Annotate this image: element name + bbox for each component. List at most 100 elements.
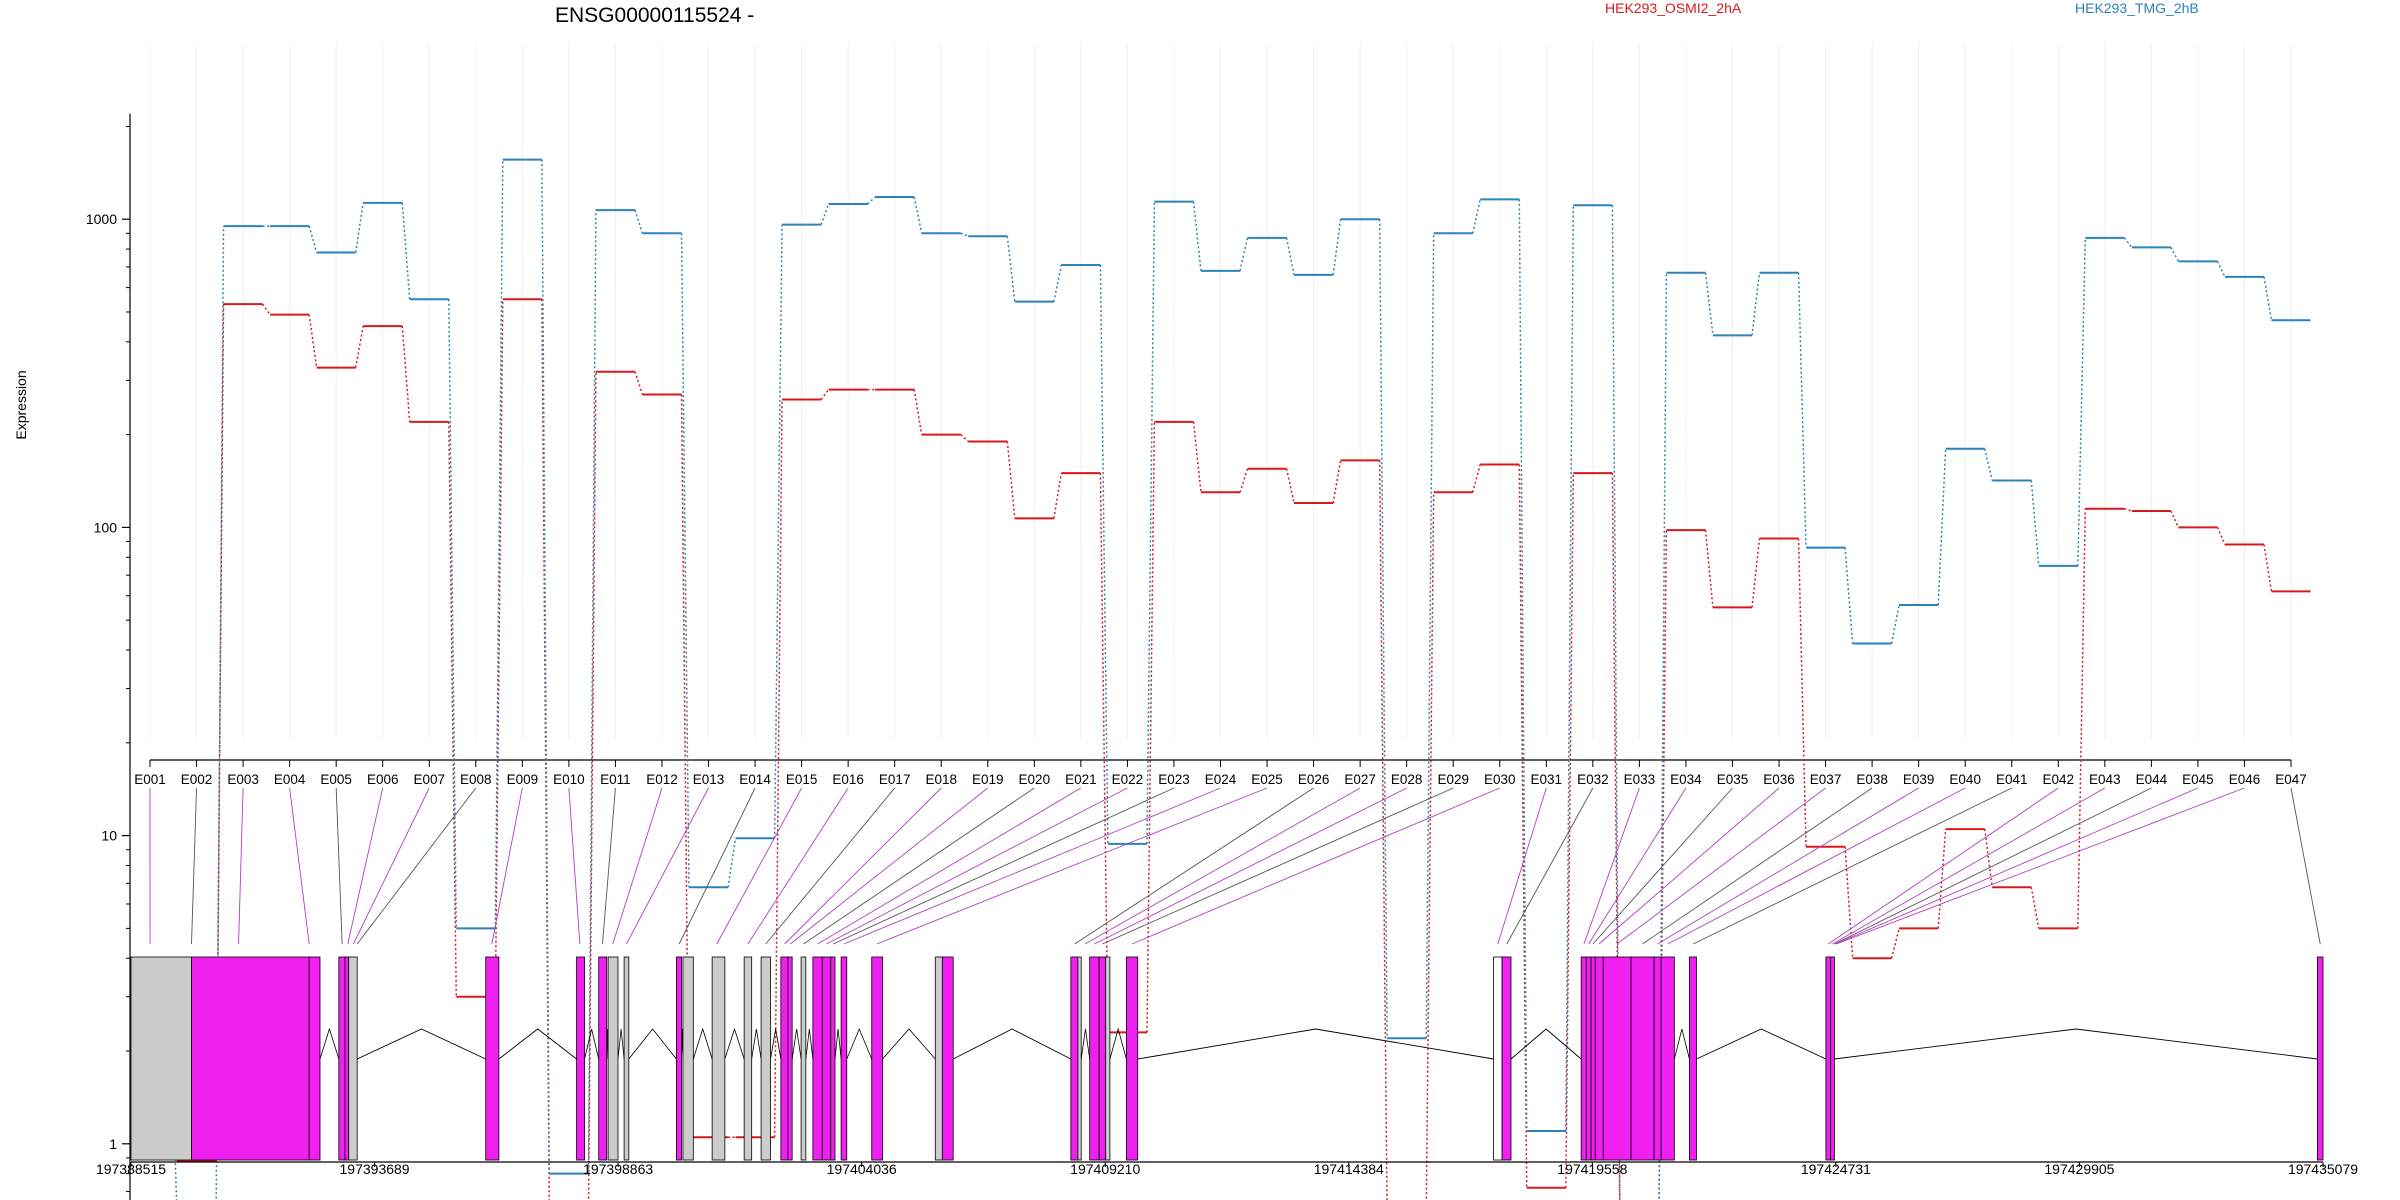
- exon-tick-label: E012: [646, 772, 678, 787]
- expression-connector: [2077, 237, 2087, 566]
- expression-connector: [2170, 247, 2180, 262]
- exon-link-line: [1835, 787, 2199, 945]
- expression-connector: [1146, 201, 1156, 844]
- coordinate-tick-label: 197424731: [1801, 1161, 1871, 1177]
- exon-link-line: [790, 787, 989, 945]
- exon-link-line: [716, 787, 803, 945]
- exon-axis: E001 E002 E003 E004 E005 E006 E007 E008 E009 E010…: [134, 759, 2307, 787]
- exon-tick-label: E008: [460, 772, 492, 787]
- coordinate-tick-label: 197414384: [1314, 1161, 1384, 1177]
- exon-link-line: [1657, 787, 1919, 945]
- exon-tick-label: E021: [1065, 772, 1097, 787]
- exon-tick-label: E031: [1531, 772, 1563, 787]
- exon-tick-label: E039: [1903, 772, 1935, 787]
- expression-connector: [1937, 448, 1947, 606]
- expression-connector: [680, 233, 690, 888]
- exon-link-line: [1832, 787, 2106, 945]
- expression-connector: [1937, 829, 1947, 929]
- intron-line: [1510, 1028, 1582, 1060]
- exon-tick-label: E019: [972, 772, 1004, 787]
- intron-line: [1673, 1028, 1690, 1060]
- expression-connector: [1099, 265, 1109, 844]
- exon-tick-label: E041: [1996, 772, 2028, 787]
- exon-tick-label: E032: [1577, 772, 1609, 787]
- exon-box: [1585, 956, 1592, 1161]
- exon-tick-label: E040: [1949, 772, 1981, 787]
- exon-link-line: [1592, 787, 1733, 945]
- exon-link-line: [1131, 787, 1500, 945]
- expression-connector: [1518, 199, 1528, 1132]
- expression-connector: [2170, 510, 2180, 528]
- exon-link-line: [1583, 787, 1640, 945]
- expression-connector: [1704, 272, 1714, 336]
- exon-box: [682, 956, 694, 1161]
- intron-line: [791, 1028, 802, 1060]
- intron-line: [498, 1028, 577, 1060]
- exon-tick-label: E009: [507, 772, 539, 787]
- exon-tick-label: E044: [2136, 772, 2168, 787]
- exon-tick-label: E020: [1019, 772, 1051, 787]
- exon-link-line: [1642, 787, 1873, 945]
- exon-tick-label: E026: [1298, 772, 1330, 787]
- exon-tick-label: E043: [2089, 772, 2121, 787]
- y-axis-label: Expression: [13, 370, 29, 439]
- expression-connector: [494, 159, 504, 929]
- expression-connector: [1658, 272, 1668, 1200]
- exon-link-line: [1074, 787, 1314, 945]
- exon-box: [130, 956, 192, 1161]
- exon-link-line: [817, 787, 1082, 945]
- exon-link-line: [1094, 787, 1407, 945]
- exon-link-line: [1497, 787, 1547, 945]
- exon-tick-label: E046: [2229, 772, 2261, 787]
- exon-box: [1594, 956, 1604, 1161]
- exon-tick-label: E033: [1624, 772, 1656, 787]
- exon-tick-label: E022: [1112, 772, 1144, 787]
- exon-tick-label: E042: [2043, 772, 2075, 787]
- exon-box: [1105, 956, 1111, 1161]
- exon-box: [1830, 956, 1835, 1161]
- coordinate-tick-label: 197393689: [340, 1161, 410, 1177]
- expression-connector: [1192, 201, 1202, 271]
- exon-box: [348, 956, 358, 1161]
- exon-tick-label: E018: [925, 772, 957, 787]
- exon-box: [711, 956, 726, 1161]
- expression-connector: [913, 389, 923, 435]
- coordinate-tick-label: 197404036: [827, 1161, 897, 1177]
- exon-link-line: [784, 787, 942, 945]
- exon-box: [1590, 956, 1596, 1161]
- intron-line: [1109, 1027, 1127, 1060]
- exon-box: [760, 956, 771, 1161]
- exon-tick-label: E017: [879, 772, 911, 787]
- expression-connector: [1099, 473, 1109, 1033]
- exon-link-line: [1834, 787, 2152, 945]
- expression-connector: [1890, 928, 1900, 959]
- exon-tick-label: E036: [1763, 772, 1795, 787]
- exon-link-line: [765, 787, 896, 945]
- series-tmg-2hB: [130, 158, 2311, 1200]
- expression-connector: [494, 299, 504, 997]
- exon-link-line: [347, 787, 384, 945]
- expression-connector: [960, 232, 969, 238]
- chart-title: ENSG00000115524 -: [555, 4, 754, 27]
- exon-link-line: [843, 787, 1221, 945]
- intron-line: [692, 1027, 713, 1060]
- exon-link-line: [803, 787, 1035, 945]
- exon-link-line: [1506, 787, 1594, 945]
- expression-connector: [1425, 492, 1435, 1200]
- exon-tick-label: E023: [1158, 772, 1190, 787]
- expression-connector: [1425, 233, 1435, 1039]
- exon-tick-label: E029: [1437, 772, 1469, 787]
- exon-box: [191, 956, 310, 1161]
- expression-connector: [867, 196, 876, 205]
- expression-connector: [1518, 464, 1528, 1188]
- exon-box: [821, 956, 832, 1161]
- intron-line: [751, 1028, 762, 1060]
- coordinate-tick-label: 197398863: [583, 1161, 653, 1177]
- exon-box: [1070, 956, 1079, 1161]
- expression-connector: [727, 838, 737, 888]
- exon-link-line: [1598, 787, 1780, 945]
- intron-line: [805, 1028, 814, 1060]
- expression-connector: [1006, 441, 1016, 519]
- exon-box: [780, 956, 789, 1161]
